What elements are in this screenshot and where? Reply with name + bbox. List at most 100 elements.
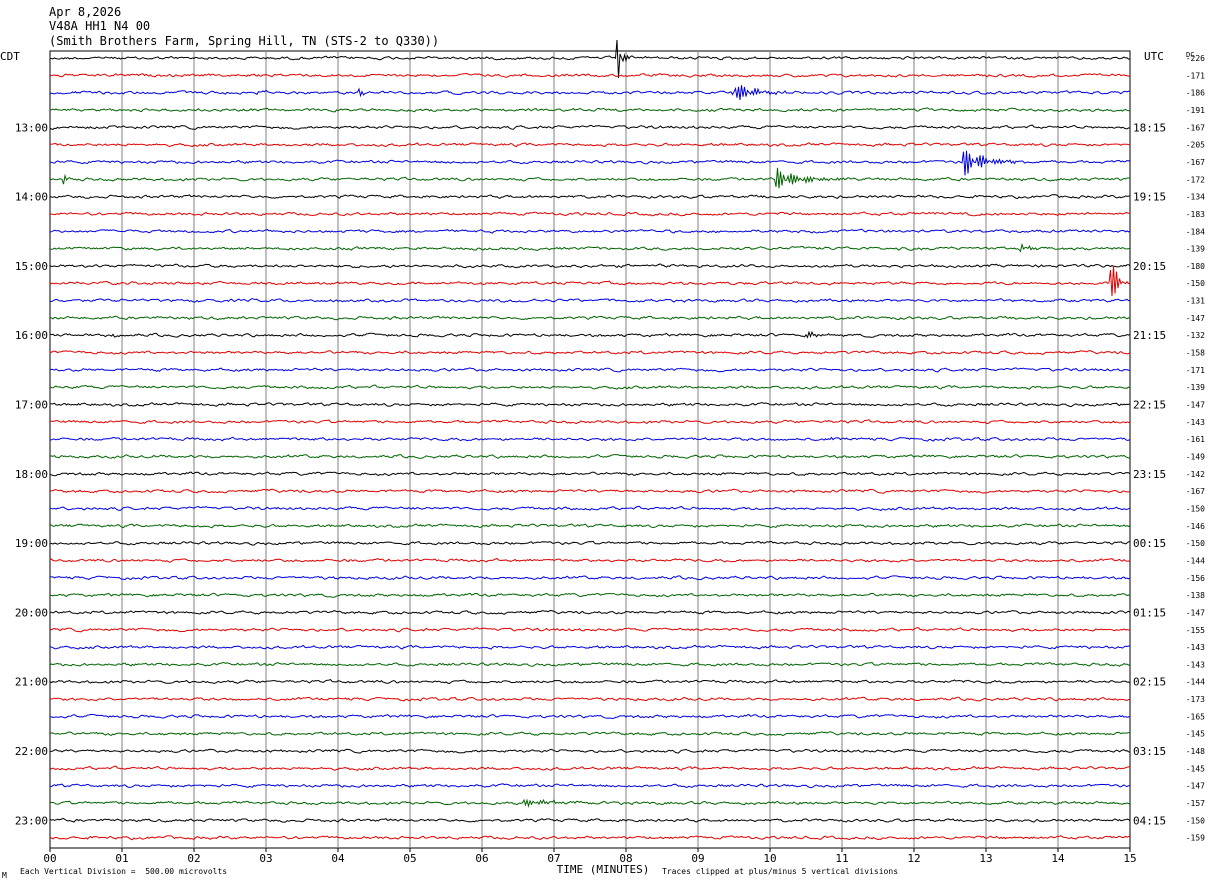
trace-row-8: [49, 194, 1131, 200]
trace-row-31: [49, 592, 1131, 598]
dc-offset-label: -147: [1186, 401, 1205, 410]
trace-row-23: [49, 454, 1131, 459]
dc-offset-label: -191: [1186, 106, 1205, 115]
trace-row-41: [49, 765, 1131, 771]
trace-row-40: [49, 748, 1131, 754]
dc-offset-label: -139: [1186, 245, 1205, 254]
trace-row-34: [50, 644, 1131, 650]
utc-hour-label: 19:15: [1133, 191, 1166, 204]
dc-offset-label: -167: [1186, 487, 1205, 496]
trace-row-30: [49, 575, 1131, 581]
cdt-hour-label: 14:00: [15, 191, 48, 204]
x-tick-label: 10: [763, 852, 776, 865]
dc-offset-label: -171: [1186, 366, 1205, 375]
utc-hour-label: 22:15: [1133, 399, 1166, 412]
trace-row-28: [49, 540, 1131, 546]
x-tick-label: 07: [547, 852, 560, 865]
trace-row-9: [49, 211, 1131, 217]
trace-row-14: [50, 298, 1131, 303]
dc-offset-label: -150: [1186, 539, 1205, 548]
trace-row-42: [49, 783, 1131, 789]
utc-hour-label: 18:15: [1133, 121, 1166, 134]
dc-offset-label: -205: [1186, 141, 1205, 150]
dc-offset-label: -134: [1186, 193, 1205, 202]
dc-offset-label: -145: [1186, 764, 1205, 773]
trace-row-0: [49, 39, 1131, 79]
dc-offset-label: -226: [1186, 54, 1205, 63]
x-tick-label: 13: [979, 852, 992, 865]
trace-row-26: [49, 505, 1131, 512]
trace-row-5: [49, 142, 1131, 148]
trace-row-27: [49, 523, 1131, 529]
site-name: (Smith Brothers Farm, Spring Hill, TN (S…: [49, 34, 440, 48]
trace-row-10: [49, 228, 1131, 234]
trace-row-33: [49, 627, 1131, 633]
scale-note: Each Vertical Division = 500.00 microvol…: [20, 867, 228, 876]
dc-offset-label: -144: [1186, 556, 1205, 565]
dc-offset-label: -167: [1186, 158, 1205, 167]
dc-offset-label: -172: [1186, 175, 1205, 184]
cdt-hour-label: 18:00: [15, 468, 48, 481]
axis-labels: -226 -171 -186 -191 -167 -205 -167 -172 -134 -183…: [0, 50, 1205, 876]
trace-row-22: [50, 436, 1131, 442]
cdt-hour-label: 15:00: [15, 260, 48, 273]
cdt-hour-label: 19:00: [15, 537, 48, 550]
seismic-traces: [49, 39, 1131, 841]
dc-offset-label: -150: [1186, 279, 1205, 288]
x-tick-label: 15: [1123, 852, 1136, 865]
trace-row-19: [49, 384, 1131, 390]
cdt-hour-label: 13:00: [15, 121, 48, 134]
trace-row-39: [49, 731, 1130, 737]
dc-offset-label: -158: [1186, 349, 1205, 358]
x-tick-label: 11: [835, 852, 848, 865]
trace-row-32: [49, 609, 1131, 615]
cdt-hour-label: 22:00: [15, 745, 48, 758]
utc-hour-label: 20:15: [1133, 260, 1166, 273]
dc-offset-label: -167: [1186, 123, 1205, 132]
dc-offset-label: -157: [1186, 799, 1205, 808]
dc-offset-label: -149: [1186, 453, 1205, 462]
cdt-hour-label: 23:00: [15, 814, 48, 827]
x-tick-label: 12: [907, 852, 920, 865]
trace-row-16: [49, 330, 1131, 339]
trace-row-29: [49, 557, 1131, 563]
x-tick-label: 05: [403, 852, 416, 865]
dc-offset-label: -138: [1186, 591, 1205, 600]
trace-row-24: [49, 471, 1131, 477]
dc-offset-label: -143: [1186, 643, 1205, 652]
trace-row-44: [49, 817, 1131, 823]
utc-hour-label: 23:15: [1133, 468, 1166, 481]
trace-row-1: [49, 72, 1131, 78]
trace-row-2: [49, 85, 1130, 100]
x-tick-label: 08: [619, 852, 632, 865]
dc-offset-label: -155: [1186, 626, 1205, 635]
trace-row-6: [49, 150, 1131, 176]
trace-row-43: [49, 798, 1131, 808]
dc-offset-label: -180: [1186, 262, 1205, 271]
chart-date: Apr 8,2026: [49, 5, 122, 19]
trace-row-37: [49, 696, 1131, 702]
cdt-hour-label: 17:00: [15, 399, 48, 412]
dc-title: DC: [1186, 51, 1194, 59]
dc-offset-label: -147: [1186, 608, 1205, 617]
x-tick-label: 04: [331, 852, 345, 865]
dc-offset-label: -146: [1186, 522, 1205, 531]
x-tick-label: 06: [475, 852, 488, 865]
dc-offset-label: -186: [1186, 89, 1205, 98]
dc-offset-label: -132: [1186, 331, 1205, 340]
trace-row-45: [49, 835, 1131, 841]
dc-offset-label: -150: [1186, 816, 1205, 825]
dc-offset-label: -143: [1186, 660, 1205, 669]
dc-offset-label: -144: [1186, 678, 1205, 687]
x-tick-label: 01: [115, 852, 128, 865]
dc-offset-label: -142: [1186, 470, 1205, 479]
dc-offset-label: -139: [1186, 383, 1205, 392]
dc-offset-label: -184: [1186, 227, 1205, 236]
utc-hour-label: 01:15: [1133, 606, 1166, 619]
dc-offset-label: -171: [1186, 71, 1205, 80]
trace-row-7: [49, 167, 1130, 189]
trace-row-13: [49, 265, 1131, 297]
x-tick-label: 09: [691, 852, 704, 865]
dc-offset-label: -150: [1186, 504, 1205, 513]
trace-row-3: [49, 107, 1131, 113]
